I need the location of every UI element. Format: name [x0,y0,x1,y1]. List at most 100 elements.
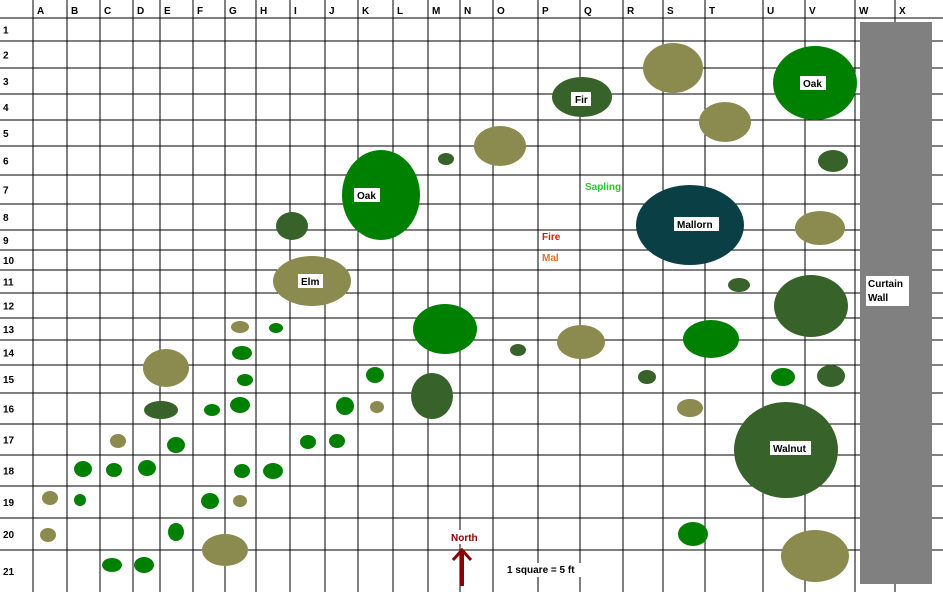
row-label: 2 [3,51,9,62]
row-label: 13 [3,325,15,336]
column-label: B [71,6,78,17]
row-label: 12 [3,302,15,313]
column-label: E [164,6,171,17]
column-label: I [294,6,297,17]
row-label: 9 [3,236,9,247]
light-green-tree [74,494,86,506]
row-label: 5 [3,129,9,140]
row-label: 14 [3,349,15,360]
column-label: O [497,6,505,17]
column-label: V [809,6,816,17]
olive-tree [40,528,56,542]
dark-green-tree [728,278,750,292]
dark-green-tree [774,275,848,337]
column-label: P [542,6,549,17]
light-green-tree [678,522,708,546]
light-green-tree [771,368,795,386]
olive-tree [233,495,247,507]
column-label: J [329,6,335,17]
oak-label-west: Oak [357,191,376,202]
row-label: 15 [3,375,15,386]
column-label: M [432,6,440,17]
sapling-note: Sapling [585,182,621,193]
column-label: A [37,6,44,17]
olive-tree [42,491,58,505]
column-label: H [260,6,267,17]
row-label: 11 [3,278,14,289]
column-label: G [229,6,237,17]
light-green-tree [336,397,354,415]
olive-tree [143,349,189,387]
column-label: F [197,6,203,17]
row-label: 8 [3,213,9,224]
column-label: T [709,6,715,17]
row-label: 20 [3,530,15,541]
row-label: 1 [3,26,9,37]
row-label: 16 [3,405,15,416]
light-green-tree [683,320,739,358]
column-label: N [464,6,471,17]
light-green-tree [204,404,220,416]
dark-green-tree [276,212,308,240]
olive-tree [643,43,703,93]
light-green-tree [300,435,316,449]
column-label: R [627,6,635,17]
tree-labels: Oak Fir Oak Mallorn Elm Walnut Curtain W… [298,76,909,455]
light-green-tree [232,346,252,360]
olive-tree [202,534,248,566]
oak-tree [342,150,420,240]
light-green-tree [74,461,92,477]
olive-tree [370,401,384,413]
row-label: 4 [3,103,9,114]
olive-tree [699,102,751,142]
light-green-tree [230,397,250,413]
curtain-wall-label-line1: Curtain [868,279,903,290]
olive-tree [677,399,703,417]
light-green-tree [102,558,122,572]
row-label: 3 [3,77,9,88]
mallorn-label: Mallorn [677,220,713,231]
column-label: S [667,6,674,17]
light-green-tree [413,304,477,354]
dark-green-tree [438,153,454,165]
olive-tree [795,211,845,245]
column-labels: A B C D E F G H I J K L M N O P Q R S T U V W X [37,6,906,17]
walnut-label: Walnut [773,444,807,455]
dark-green-tree [638,370,656,384]
dark-green-tree [817,365,845,387]
curtain-wall-label-line2: Wall [868,293,888,304]
column-label: U [767,6,774,17]
row-label: 10 [3,256,15,267]
light-green-tree [234,464,250,478]
north-arrow-icon [451,547,473,586]
row-label: 6 [3,157,9,168]
light-green-tree [168,523,184,541]
scale-note: 1 square = 5 ft [507,565,575,576]
row-label: 19 [3,498,15,509]
dark-green-tree [818,150,848,172]
fire-note: Fire [542,232,561,243]
light-green-tree [329,434,345,448]
north-label: North [451,533,478,544]
light-green-tree [269,323,283,333]
mal-note: Mal [542,253,559,264]
olive-tree [781,530,849,582]
column-label: K [362,6,370,17]
light-green-tree [263,463,283,479]
fir-label: Fir [575,95,588,106]
light-green-tree [201,493,219,509]
light-green-tree [366,367,384,383]
dark-green-tree [510,344,526,356]
light-green-tree [106,463,122,477]
row-label: 18 [3,467,15,478]
row-label: 21 [3,567,15,578]
dark-green-tree [411,373,453,419]
olive-tree [231,321,249,333]
column-label: X [899,6,906,17]
row-label: 7 [3,186,9,197]
column-label: W [859,6,869,17]
column-label: L [397,6,403,17]
column-label: Q [584,6,592,17]
